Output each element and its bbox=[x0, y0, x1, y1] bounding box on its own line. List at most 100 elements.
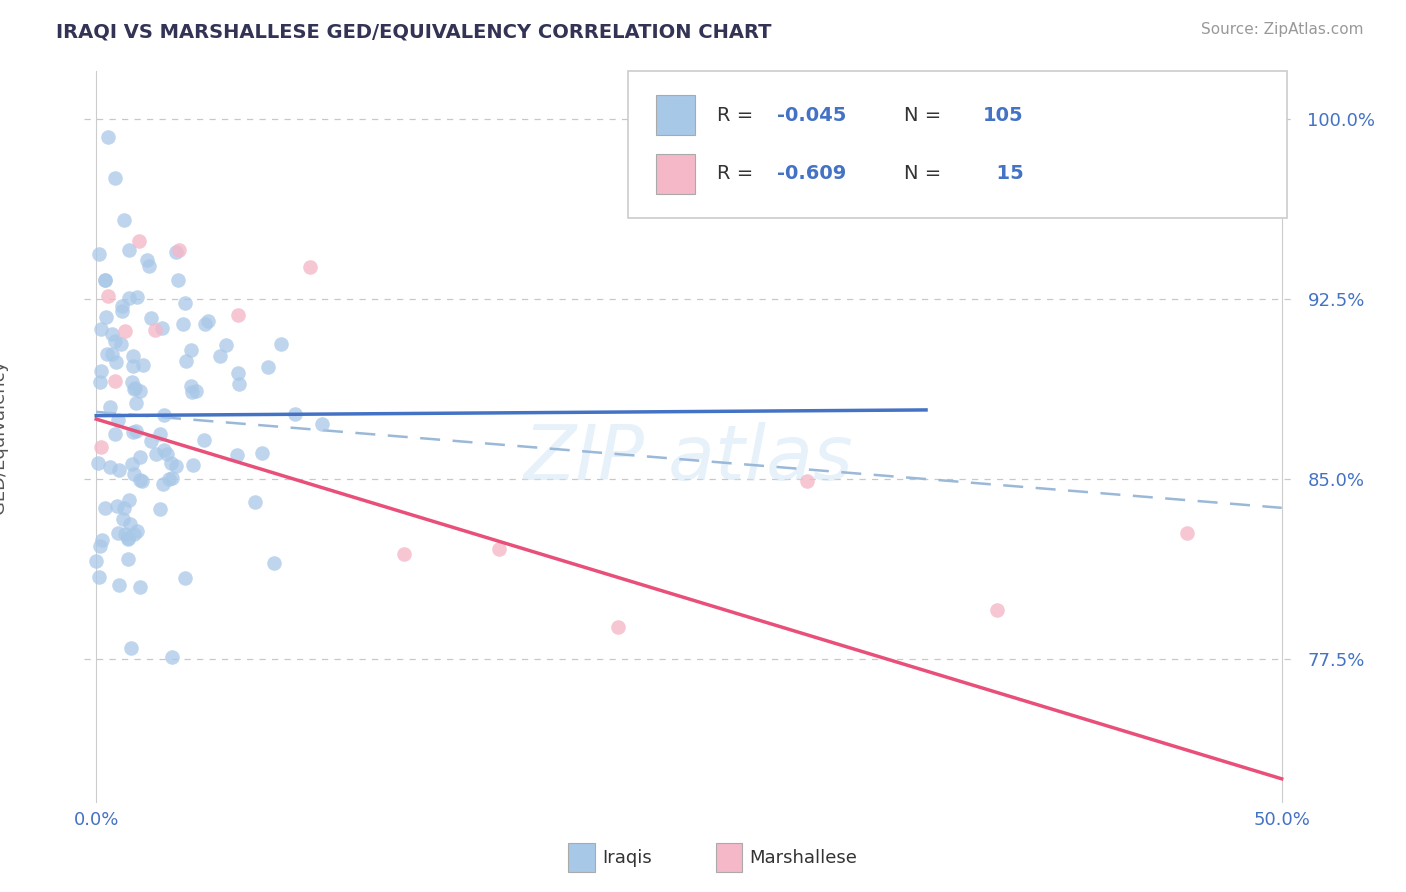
Point bbox=[150, 321, 173, 335]
Point bbox=[160, 471, 183, 485]
Point bbox=[270, 336, 292, 351]
Point bbox=[131, 474, 153, 488]
Point bbox=[796, 474, 818, 488]
Point bbox=[118, 291, 141, 305]
Point bbox=[257, 360, 280, 375]
Text: R =: R = bbox=[717, 106, 759, 125]
Point bbox=[97, 130, 120, 145]
Point bbox=[100, 400, 122, 414]
Point bbox=[93, 501, 115, 516]
Point bbox=[228, 377, 250, 392]
Point bbox=[124, 382, 146, 396]
Point bbox=[284, 407, 307, 421]
Point bbox=[112, 212, 135, 227]
Point bbox=[121, 376, 143, 390]
Point bbox=[129, 384, 152, 398]
Point bbox=[125, 424, 148, 438]
Point bbox=[89, 539, 111, 553]
Point bbox=[107, 525, 129, 540]
Point bbox=[118, 493, 141, 508]
Point bbox=[228, 366, 250, 380]
Point bbox=[104, 374, 127, 388]
Text: -0.045: -0.045 bbox=[778, 106, 846, 125]
Point bbox=[225, 448, 247, 462]
Point bbox=[111, 299, 134, 313]
Point bbox=[184, 384, 207, 399]
Point bbox=[160, 456, 183, 470]
Point bbox=[139, 434, 162, 448]
Point bbox=[104, 427, 127, 442]
Point bbox=[121, 458, 143, 472]
Point bbox=[107, 413, 129, 427]
Point bbox=[121, 359, 143, 373]
Point bbox=[94, 310, 117, 324]
Point bbox=[394, 547, 416, 561]
Point bbox=[986, 602, 1008, 616]
Point bbox=[108, 463, 131, 477]
Point bbox=[156, 447, 179, 461]
Point bbox=[94, 273, 117, 287]
Point bbox=[228, 308, 250, 322]
Point bbox=[152, 443, 174, 458]
Point bbox=[104, 171, 127, 186]
Point bbox=[122, 527, 145, 541]
Point bbox=[90, 441, 112, 455]
Point bbox=[117, 532, 139, 546]
Text: R =: R = bbox=[717, 164, 759, 183]
Point bbox=[98, 460, 121, 475]
Point bbox=[263, 556, 285, 570]
Y-axis label: GED/Equivalency: GED/Equivalency bbox=[0, 360, 8, 514]
Text: IRAQI VS MARSHALLESE GED/EQUIVALENCY CORRELATION CHART: IRAQI VS MARSHALLESE GED/EQUIVALENCY COR… bbox=[56, 22, 772, 41]
Point bbox=[114, 324, 136, 338]
Point bbox=[197, 314, 219, 328]
Text: Iraqis: Iraqis bbox=[602, 848, 651, 867]
FancyBboxPatch shape bbox=[657, 95, 695, 136]
Text: 15: 15 bbox=[983, 164, 1024, 183]
Point bbox=[124, 395, 146, 409]
Point bbox=[127, 290, 149, 304]
Point bbox=[93, 273, 115, 287]
Point bbox=[97, 288, 120, 302]
Point bbox=[138, 259, 160, 273]
Point bbox=[606, 620, 628, 634]
Point bbox=[107, 578, 129, 592]
Point bbox=[128, 234, 150, 248]
Point bbox=[298, 260, 321, 275]
Point bbox=[193, 434, 215, 448]
Point bbox=[111, 304, 134, 318]
Point bbox=[243, 495, 266, 509]
Point bbox=[132, 358, 155, 372]
Point bbox=[121, 425, 143, 440]
Point bbox=[250, 445, 273, 459]
Text: -0.609: -0.609 bbox=[778, 164, 846, 183]
Point bbox=[112, 511, 135, 525]
Point bbox=[89, 246, 111, 260]
Point bbox=[194, 317, 217, 331]
Point bbox=[488, 542, 510, 557]
Point bbox=[145, 323, 167, 337]
Text: N =: N = bbox=[904, 164, 948, 183]
Point bbox=[152, 477, 174, 491]
Point bbox=[1175, 526, 1198, 541]
FancyBboxPatch shape bbox=[657, 153, 695, 194]
Point bbox=[104, 334, 127, 348]
Point bbox=[180, 343, 202, 358]
Point bbox=[120, 516, 142, 531]
Point bbox=[129, 473, 152, 487]
Point bbox=[91, 533, 114, 547]
Point bbox=[149, 502, 172, 516]
Point bbox=[127, 524, 149, 539]
Point bbox=[105, 500, 128, 514]
Point bbox=[124, 381, 146, 395]
Point bbox=[311, 417, 333, 431]
Point bbox=[105, 355, 128, 369]
Point bbox=[84, 554, 107, 568]
Point bbox=[165, 245, 187, 260]
Text: N =: N = bbox=[904, 106, 948, 125]
Point bbox=[174, 353, 197, 368]
Point bbox=[87, 570, 110, 584]
Text: Source: ZipAtlas.com: Source: ZipAtlas.com bbox=[1201, 22, 1364, 37]
Point bbox=[214, 337, 236, 351]
Point bbox=[129, 580, 152, 594]
Point bbox=[208, 349, 231, 363]
